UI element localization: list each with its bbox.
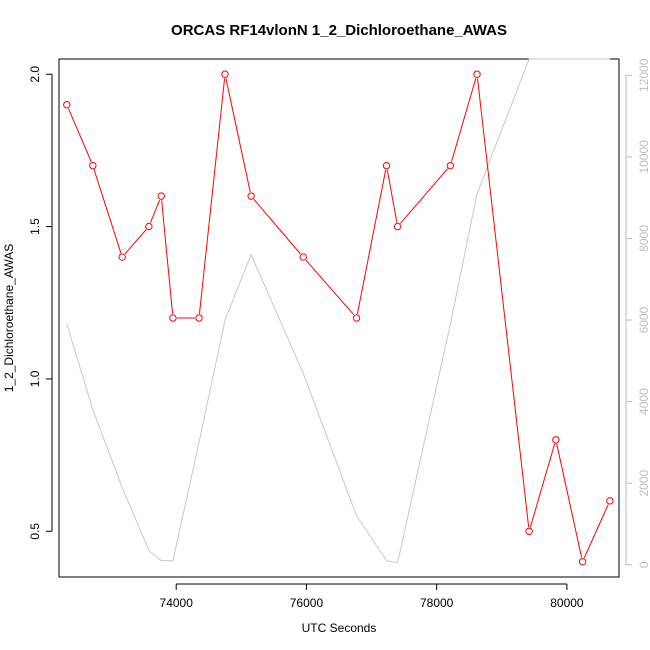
- series-segment: [225, 78, 251, 193]
- series-segment: [477, 78, 530, 528]
- data-point: [382, 161, 391, 170]
- x-tick-label: 78000: [420, 596, 454, 610]
- left-y-axis: 0.5 1.0 1.5 2.0: [28, 66, 53, 540]
- right-tick-label: 12000: [637, 58, 650, 92]
- series-segment: [149, 199, 161, 223]
- series-segment: [93, 169, 122, 254]
- series-segment: [583, 504, 609, 559]
- right-tick-label: 0: [637, 561, 650, 568]
- left-tick-label: 2.0: [28, 66, 42, 83]
- data-point: [606, 497, 614, 505]
- right-tick-label: 4000: [637, 388, 650, 415]
- data-point: [473, 70, 481, 78]
- left-tick-label: 1.0: [28, 370, 42, 387]
- series-left-axis: [63, 70, 614, 566]
- series-segment: [356, 169, 387, 314]
- x-tick-label: 74000: [160, 596, 194, 610]
- data-point: [145, 222, 153, 231]
- x-axis-label: UTC Seconds: [302, 621, 377, 635]
- data-point: [525, 527, 533, 535]
- series-segment: [124, 229, 147, 255]
- chart-title: ORCAS RF14vlonN 1_2_Dichloroethane_AWAS: [171, 22, 507, 39]
- series-segment: [305, 259, 355, 316]
- right-tick-label: 6000: [637, 306, 650, 333]
- data-point: [446, 161, 455, 170]
- series-segment: [253, 198, 301, 255]
- right-tick-label: 8000: [637, 225, 650, 252]
- data-point: [552, 436, 560, 444]
- x-axis: 74000 76000 78000 80000: [160, 583, 584, 610]
- series-segment: [68, 108, 92, 162]
- series-segment: [556, 443, 583, 558]
- data-point: [221, 70, 229, 78]
- data-point: [89, 161, 97, 170]
- data-point: [169, 314, 177, 322]
- series-right-axis: [66, 58, 610, 564]
- data-point: [118, 253, 126, 261]
- right-y-axis: 0 2000 4000 6000 8000 10000 12000: [625, 58, 650, 568]
- data-point: [393, 222, 402, 231]
- series-segment: [399, 168, 448, 224]
- right-tick-label: 2000: [637, 470, 650, 497]
- series-segment: [161, 200, 174, 314]
- left-tick-label: 1.5: [28, 218, 42, 235]
- right-tick-label: 10000: [637, 140, 650, 174]
- x-tick-label: 76000: [290, 596, 324, 610]
- data-point: [247, 192, 255, 200]
- plot-frame: [58, 58, 620, 578]
- y-axis-label: 1_2_Dichloroethane_AWAS: [2, 244, 16, 393]
- series-segment: [386, 169, 398, 223]
- x-tick-label: 80000: [550, 596, 584, 610]
- series-segment: [451, 78, 477, 162]
- data-point: [352, 314, 361, 322]
- series-segment: [198, 78, 226, 314]
- series-segment: [529, 443, 556, 528]
- data-point: [157, 192, 165, 200]
- data-point: [63, 101, 71, 109]
- data-point: [299, 253, 307, 261]
- left-tick-label: 0.5: [28, 523, 42, 540]
- data-point: [195, 314, 203, 322]
- series-line: [66, 58, 610, 564]
- data-point: [578, 558, 587, 566]
- series-layer: [63, 58, 614, 566]
